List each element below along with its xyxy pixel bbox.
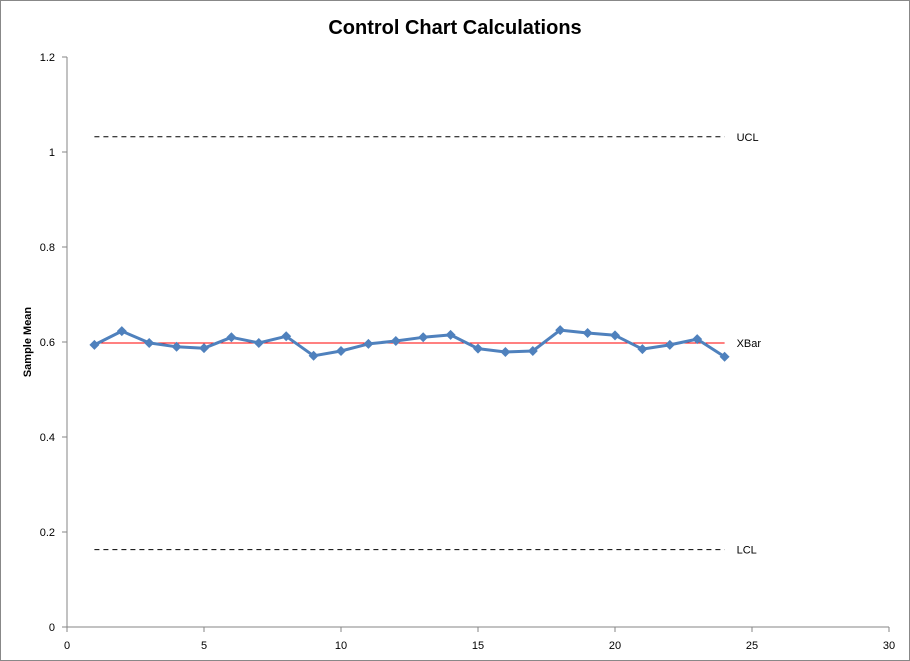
data-point <box>637 344 648 355</box>
y-axis-title: Sample Mean <box>22 307 34 378</box>
x-tick-label: 10 <box>335 640 347 652</box>
x-tick-label: 25 <box>746 640 758 652</box>
y-tick-label: 1.2 <box>40 52 55 64</box>
data-point <box>171 341 182 352</box>
data-point <box>199 343 209 354</box>
x-tick-label: 5 <box>201 640 207 652</box>
x-axis-ticks: 0 5 10 15 20 25 30 <box>64 627 895 652</box>
series-layer <box>89 325 730 362</box>
x-tick-label: 0 <box>64 640 70 652</box>
data-point <box>89 339 100 350</box>
xbar-label: XBar <box>737 338 762 350</box>
data-point <box>308 350 319 361</box>
y-tick-label: 0.6 <box>40 337 55 349</box>
data-point <box>719 351 730 362</box>
y-tick-label: 0.8 <box>40 242 55 254</box>
data-point <box>390 336 401 347</box>
x-tick-label: 15 <box>472 640 484 652</box>
ucl-label: UCL <box>737 132 759 144</box>
y-tick-label: 1 <box>49 147 55 159</box>
y-axis-ticks: 0 0.2 0.4 0.6 0.8 1 1.2 <box>40 52 67 634</box>
y-tick-label: 0.2 <box>40 527 55 539</box>
data-point <box>363 338 374 349</box>
data-point <box>555 325 566 336</box>
x-tick-label: 30 <box>883 640 895 652</box>
data-point <box>116 326 127 337</box>
data-point <box>445 329 456 340</box>
data-point <box>473 343 483 354</box>
y-tick-label: 0.4 <box>40 432 55 444</box>
data-point <box>144 337 155 348</box>
data-point <box>253 337 264 348</box>
data-point <box>281 331 292 342</box>
data-point <box>692 334 703 345</box>
data-point <box>226 332 237 343</box>
data-point <box>664 339 675 350</box>
reference-lines: UCL XBar LCL <box>94 132 761 557</box>
x-tick-label: 20 <box>609 640 621 652</box>
lcl-label: LCL <box>737 545 757 557</box>
data-point <box>527 346 538 357</box>
data-point <box>500 346 511 357</box>
chart-title: Control Chart Calculations <box>328 17 581 39</box>
data-point <box>418 332 429 343</box>
y-tick-label: 0 <box>49 622 55 634</box>
data-point <box>336 346 346 357</box>
data-point <box>582 327 593 338</box>
data-point <box>610 330 620 341</box>
